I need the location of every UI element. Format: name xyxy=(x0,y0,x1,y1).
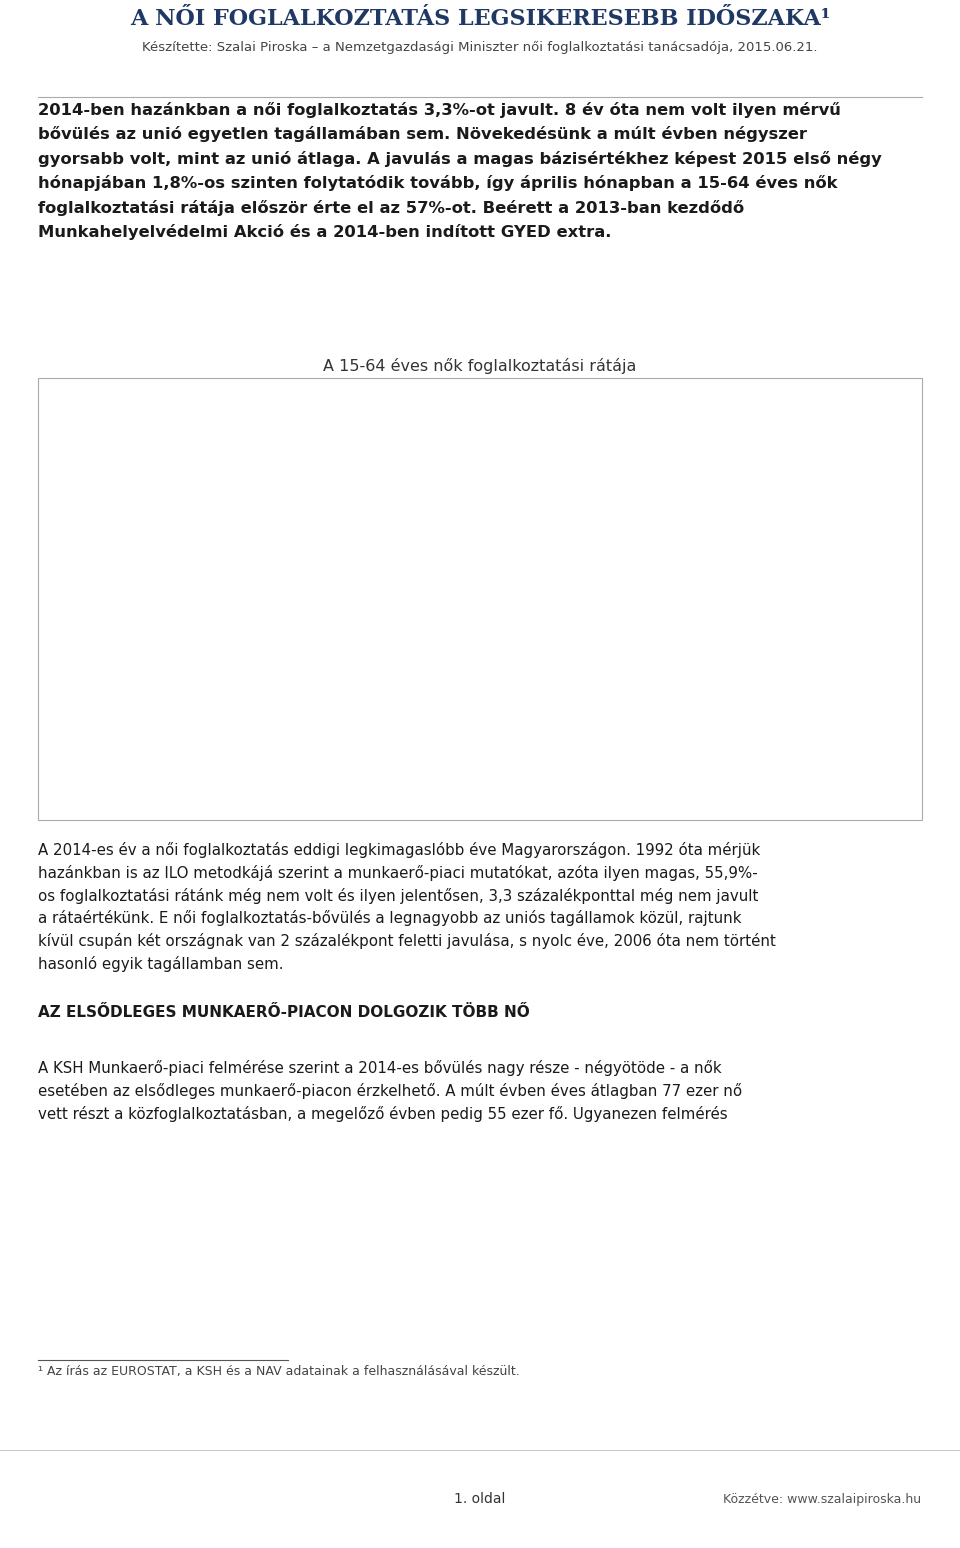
Text: 58,8: 58,8 xyxy=(540,447,564,457)
Text: 45,5: 45,5 xyxy=(232,684,255,695)
Text: 50,3: 50,3 xyxy=(649,587,672,596)
Text: 59,6: 59,6 xyxy=(850,426,900,446)
Text: 57,0: 57,0 xyxy=(860,469,912,489)
Text: 58,6: 58,6 xyxy=(670,450,693,460)
Text: 58,3: 58,3 xyxy=(767,477,790,488)
Text: 49,6: 49,6 xyxy=(659,618,682,628)
Text: 49,3: 49,3 xyxy=(144,602,167,613)
Legend: EU_28 (EUROSTAT), HU (KSH): EU_28 (EUROSTAT), HU (KSH) xyxy=(261,797,558,820)
Text: 49,8: 49,8 xyxy=(457,594,480,604)
Text: ¹ Az írás az EUROSTAT, a KSH és a NAV adatainak a felhasználásával készült.: ¹ Az írás az EUROSTAT, a KSH és a NAV ad… xyxy=(38,1365,520,1378)
Text: 49,6: 49,6 xyxy=(366,598,389,607)
Text: 51,9: 51,9 xyxy=(767,560,790,570)
Text: 50,3: 50,3 xyxy=(746,587,769,596)
Text: AZ ELSŐDLEGES MUNKAERŐ-PIACON DOLGOZIK TÖBB NŐ: AZ ELSŐDLEGES MUNKAERŐ-PIACON DOLGOZIK T… xyxy=(38,1005,530,1020)
Text: 58,3: 58,3 xyxy=(573,477,596,488)
Text: 58,2: 58,2 xyxy=(799,478,822,489)
Text: 45,5: 45,5 xyxy=(290,684,313,695)
Text: 45,9: 45,9 xyxy=(208,658,231,667)
Text: 58,8: 58,8 xyxy=(702,447,726,457)
Text: 52,6: 52,6 xyxy=(799,550,822,559)
Text: 48,9: 48,9 xyxy=(338,630,361,639)
Text: 2014-ben hazánkban a női foglalkoztatás 3,3%-ot javult. 8 év óta nem volt ilyen : 2014-ben hazánkban a női foglalkoztatás … xyxy=(38,102,882,240)
Text: 58,1: 58,1 xyxy=(499,458,522,467)
Text: 51,1: 51,1 xyxy=(584,573,608,584)
Text: 58,8: 58,8 xyxy=(831,447,854,457)
Text: A 15-64 éves nők foglalkoztatási rátája: A 15-64 éves nők foglalkoztatási rátája xyxy=(324,358,636,375)
Text: A KSH Munkaerő-piaci felmérése szerint a 2014-es bővülés nagy része - négyötöde : A KSH Munkaerő-piaci felmérése szerint a… xyxy=(38,1060,742,1121)
Text: 58,4: 58,4 xyxy=(637,454,660,463)
Text: 55,0: 55,0 xyxy=(379,508,402,519)
Text: 47,3: 47,3 xyxy=(315,656,338,666)
Text: 50,7: 50,7 xyxy=(606,601,629,610)
Text: A NŐI FOGLALKOZTATÁS LEGSIKERESEBB IDŐSZAKA¹: A NŐI FOGLALKOZTATÁS LEGSIKERESEBB IDŐSZ… xyxy=(130,8,830,29)
Text: Készítette: Szalai Piroska – a Nemzetgazdasági Miniszter női foglalkoztatási tan: Készítette: Szalai Piroska – a Nemzetgaz… xyxy=(142,42,818,54)
Text: 58,2: 58,2 xyxy=(606,478,629,489)
Text: 54,4: 54,4 xyxy=(348,519,371,528)
Text: 55,9: 55,9 xyxy=(812,495,835,505)
Text: 57,1: 57,1 xyxy=(476,474,499,485)
Text: 1. oldal: 1. oldal xyxy=(454,1492,506,1506)
Text: 50,7: 50,7 xyxy=(509,601,532,610)
Text: Közzétve: www.szalaipiroska.hu: Közzétve: www.szalaipiroska.hu xyxy=(724,1492,922,1506)
Text: 52,3: 52,3 xyxy=(111,554,135,563)
Text: 50,2: 50,2 xyxy=(691,588,714,598)
Text: 55,4: 55,4 xyxy=(412,502,435,512)
Text: 56,1: 56,1 xyxy=(444,491,468,500)
Text: 58,8: 58,8 xyxy=(734,469,757,478)
Text: 51,0: 51,0 xyxy=(537,574,560,585)
Text: 50,9: 50,9 xyxy=(466,576,489,587)
Text: 49,8: 49,8 xyxy=(418,615,441,625)
Text: 47,8: 47,8 xyxy=(177,627,200,636)
Text: A 2014-es év a női foglalkoztatás eddigi legkimagaslóbb éve Magyarországon. 1992: A 2014-es év a női foglalkoztatás eddigi… xyxy=(38,842,777,972)
